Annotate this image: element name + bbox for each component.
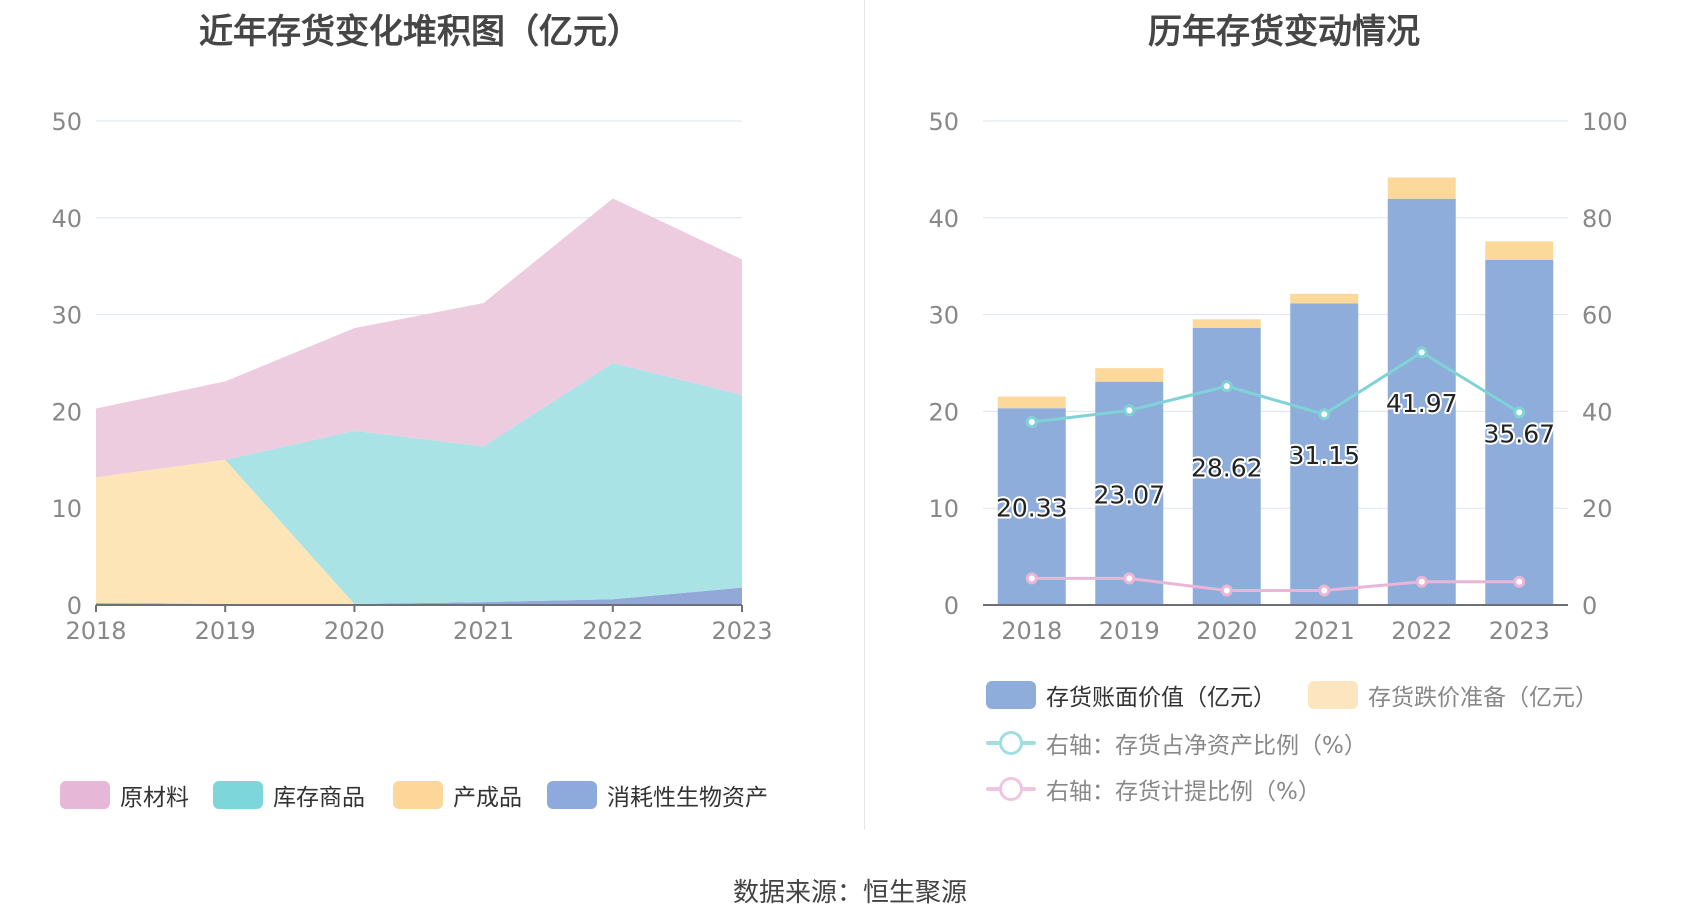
area-series-产成品 bbox=[96, 459, 742, 605]
y-tick-label: 0 bbox=[944, 592, 959, 620]
panel-divider bbox=[864, 0, 865, 830]
y2-tick-label: 60 bbox=[1582, 302, 1613, 330]
legend-item[interactable]: 右轴：存货占净资产比例（%） bbox=[986, 726, 1367, 760]
bar-data-label: 41.97 bbox=[1386, 389, 1458, 418]
y-tick-label: 30 bbox=[928, 302, 959, 330]
y-tick-label: 40 bbox=[51, 205, 82, 233]
bar-provision bbox=[1095, 368, 1164, 382]
bar-line-chart: 0 10 20 30 40 50 0 20 40 60 80 100 2018 2019 2020 2021 2… bbox=[928, 108, 1628, 645]
legend-item[interactable]: 存货跌价准备（亿元） bbox=[1308, 678, 1598, 712]
right-chart-title: 历年存货变动情况 bbox=[1148, 12, 1420, 52]
y-tick-label: 10 bbox=[51, 495, 82, 523]
legend-label: 产成品 bbox=[453, 785, 522, 811]
x-tick-label: 2023 bbox=[1489, 617, 1550, 645]
legend-swatch bbox=[213, 781, 263, 809]
legend-swatch bbox=[547, 781, 597, 809]
legend-item[interactable]: 右轴：存货计提比例（%） bbox=[986, 772, 1321, 806]
legend-swatch bbox=[986, 729, 1036, 757]
y-tick-label: 50 bbox=[51, 108, 82, 136]
right-chart-panel: 历年存货变动情况 0 10 20 30 40 50 0 20 40 60 80 100 2018 2019… bbox=[868, 0, 1700, 830]
left-chart-panel: 近年存货变化堆积图（亿元） 0 10 20 30 40 50 2018 2019 2020 202… bbox=[0, 0, 860, 830]
area-series-原材料 bbox=[96, 198, 742, 478]
line-point bbox=[1513, 406, 1526, 419]
x-tick-label: 2023 bbox=[711, 617, 772, 645]
line-point bbox=[1220, 584, 1233, 597]
x-tick-label: 2022 bbox=[1391, 617, 1452, 645]
line-point bbox=[1415, 346, 1428, 359]
legend-label: 存货跌价准备（亿元） bbox=[1368, 685, 1598, 711]
y2-tick-label: 80 bbox=[1582, 205, 1613, 233]
y-tick-label: 40 bbox=[928, 205, 959, 233]
x-tick-label: 2022 bbox=[582, 617, 643, 645]
y2-tick-label: 100 bbox=[1582, 108, 1628, 136]
data-source-label: 数据来源：恒生聚源 bbox=[732, 878, 967, 908]
legend-swatch bbox=[393, 781, 443, 809]
line-series bbox=[1031, 350, 1521, 424]
x-tick-label: 2021 bbox=[1294, 617, 1355, 645]
bar-data-label: 35.67 bbox=[1483, 419, 1555, 448]
stacked-area-chart: 0 10 20 30 40 50 2018 2019 2020 2021 2022 2023 bbox=[51, 108, 772, 645]
legend-item[interactable]: 存货账面价值（亿元） bbox=[986, 678, 1276, 712]
bar-provision bbox=[1485, 241, 1554, 260]
y2-tick-label: 40 bbox=[1582, 398, 1613, 426]
bar-book-value bbox=[1192, 327, 1261, 605]
legend-item[interactable]: 库存商品 bbox=[213, 778, 365, 812]
line-point bbox=[1123, 572, 1136, 585]
y-tick-label: 20 bbox=[928, 398, 959, 426]
x-tick-label: 2020 bbox=[324, 617, 385, 645]
legend-label: 库存商品 bbox=[273, 785, 365, 811]
y-tick-label: 20 bbox=[51, 398, 82, 426]
area-series-库存商品 bbox=[96, 363, 742, 605]
y-tick-label: 0 bbox=[67, 592, 82, 620]
line-point bbox=[1123, 404, 1136, 417]
bar-provision bbox=[1192, 319, 1261, 328]
line-point bbox=[1025, 416, 1038, 429]
left-chart-title: 近年存货变化堆积图（亿元） bbox=[199, 12, 641, 52]
bar-provision bbox=[1387, 177, 1456, 199]
bar-book-value bbox=[997, 408, 1066, 605]
legend-label: 存货账面价值（亿元） bbox=[1046, 685, 1276, 711]
area-series-消耗性生物资产 bbox=[96, 587, 742, 605]
legend-swatch bbox=[1308, 681, 1358, 709]
bar-book-value bbox=[1290, 303, 1359, 605]
line-point bbox=[1220, 380, 1233, 393]
bar-book-value bbox=[1095, 381, 1164, 605]
legend-swatch bbox=[60, 781, 110, 809]
line-point bbox=[1318, 408, 1331, 421]
legend-swatch bbox=[986, 775, 1036, 803]
bar-book-value bbox=[1387, 198, 1456, 605]
legend-swatch bbox=[986, 681, 1036, 709]
line-point bbox=[1025, 572, 1038, 585]
y2-tick-label: 0 bbox=[1582, 592, 1597, 620]
line-series bbox=[1031, 576, 1520, 592]
bar-provision bbox=[997, 396, 1066, 409]
y-tick-label: 50 bbox=[928, 108, 959, 136]
legend-label: 右轴：存货占净资产比例（%） bbox=[1046, 733, 1367, 759]
legend-item[interactable]: 产成品 bbox=[393, 778, 522, 812]
legend-item[interactable]: 消耗性生物资产 bbox=[547, 778, 768, 812]
legend-label: 右轴：存货计提比例（%） bbox=[1046, 779, 1321, 805]
legend-label: 原材料 bbox=[120, 785, 189, 811]
bar-provision bbox=[1290, 293, 1359, 304]
line-point bbox=[1513, 575, 1526, 588]
bar-data-label: 20.33 bbox=[996, 494, 1068, 523]
bar-book-value bbox=[1485, 259, 1554, 605]
line-point bbox=[1415, 575, 1428, 588]
bar-data-label: 28.62 bbox=[1191, 453, 1263, 482]
bar-data-label: 31.15 bbox=[1288, 441, 1360, 470]
x-tick-label: 2018 bbox=[65, 617, 126, 645]
bar-data-label: 23.07 bbox=[1093, 480, 1165, 509]
x-tick-label: 2020 bbox=[1196, 617, 1257, 645]
y2-tick-label: 20 bbox=[1582, 495, 1613, 523]
y-tick-label: 10 bbox=[928, 495, 959, 523]
y-tick-label: 30 bbox=[51, 302, 82, 330]
x-tick-label: 2019 bbox=[195, 617, 256, 645]
x-tick-label: 2019 bbox=[1099, 617, 1160, 645]
legend-label: 消耗性生物资产 bbox=[607, 785, 768, 811]
x-tick-label: 2018 bbox=[1001, 617, 1062, 645]
x-tick-label: 2021 bbox=[453, 617, 514, 645]
line-point bbox=[1318, 584, 1331, 597]
legend-item[interactable]: 原材料 bbox=[60, 778, 189, 812]
